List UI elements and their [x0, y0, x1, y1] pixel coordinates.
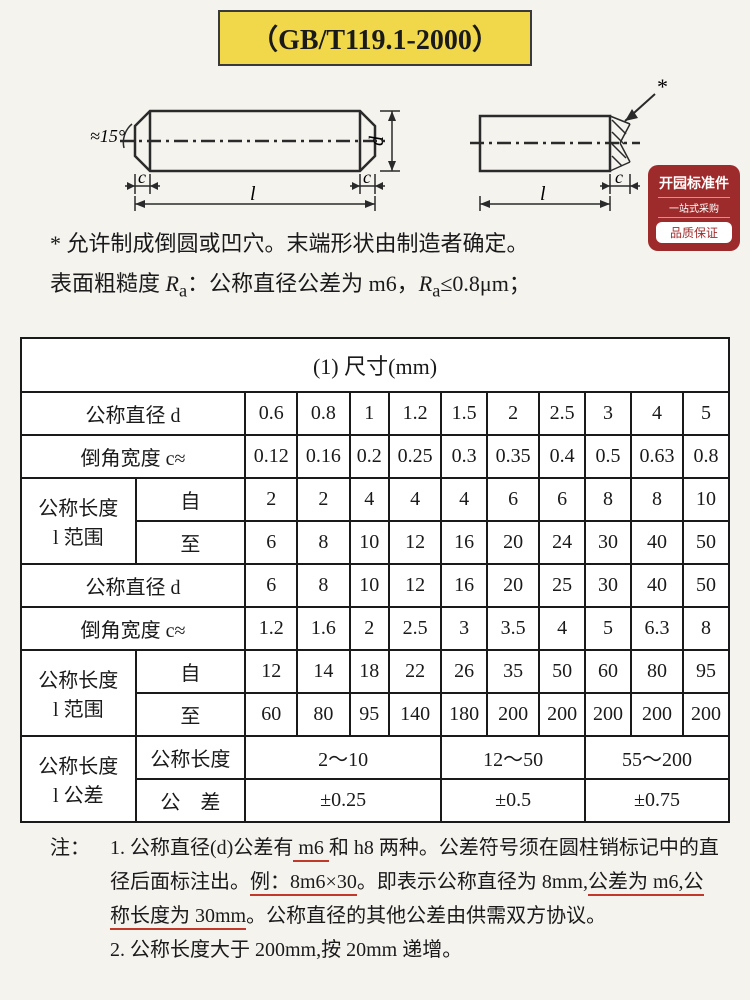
diagram-right: * c l	[460, 76, 670, 216]
standard-title: （GB/T119.1-2000）	[218, 10, 532, 66]
footnote-prefix: 注：	[50, 831, 110, 933]
table-row: 公称直径 d 0.60.811.21.522.5345	[21, 392, 729, 435]
svg-text:d: d	[366, 135, 388, 146]
svg-text:l: l	[250, 183, 256, 205]
svg-text:l: l	[540, 183, 546, 205]
footnotes: 注： 1. 公称直径(d)公差有 m6 和 h8 两种。公差符号须在圆柱销标记中…	[50, 831, 720, 967]
svg-text:c: c	[615, 167, 623, 187]
table-row: 公称长度 l 范围 自 22444668810	[21, 478, 729, 521]
badge-subtitle: 一站式采购	[658, 197, 730, 218]
svg-text:*: *	[657, 76, 668, 99]
footnote-1: 1. 公称直径(d)公差有 m6 和 h8 两种。公差符号须在圆柱销标记中的直径…	[110, 831, 720, 933]
table-caption: (1) 尺寸(mm)	[21, 338, 729, 392]
note-block: * 允许制成倒圆或凹穴。末端形状由制造者确定。 表面粗糙度 Ra：公称直径公差为…	[50, 224, 710, 307]
dimension-table: (1) 尺寸(mm) 公称直径 d 0.60.811.21.522.5345 倒…	[20, 337, 730, 823]
svg-text:≈15°: ≈15°	[90, 126, 125, 146]
table-row: 公称直径 d 681012162025304050	[21, 564, 729, 607]
table-row: 公称长度 l 范围 自 12141822263550608095	[21, 650, 729, 693]
badge-title: 开园标准件	[652, 173, 736, 193]
diagram-left: ≈15° c c l d	[80, 76, 420, 216]
svg-text:c: c	[363, 167, 371, 187]
technical-diagram: ≈15° c c l d	[20, 76, 730, 216]
note-line-2: 表面粗糙度 Ra：公称直径公差为 m6，Ra≤0.8μm；	[50, 264, 710, 307]
svg-text:c: c	[138, 167, 146, 187]
note-line-1: * 允许制成倒圆或凹穴。末端形状由制造者确定。	[50, 224, 710, 264]
footnote-2: 2. 公称长度大于 200mm,按 20mm 递增。	[110, 933, 720, 967]
table-row: 公称长度 l 公差 公称长度 2～10 12～50 55～200	[21, 736, 729, 779]
badge-tag: 品质保证	[656, 222, 732, 243]
vendor-badge: 开园标准件 一站式采购 品质保证	[648, 165, 740, 251]
table-row: 倒角宽度 c≈ 1.21.622.533.5456.38	[21, 607, 729, 650]
table-row: 倒角宽度 c≈ 0.120.160.20.250.30.350.40.50.63…	[21, 435, 729, 478]
